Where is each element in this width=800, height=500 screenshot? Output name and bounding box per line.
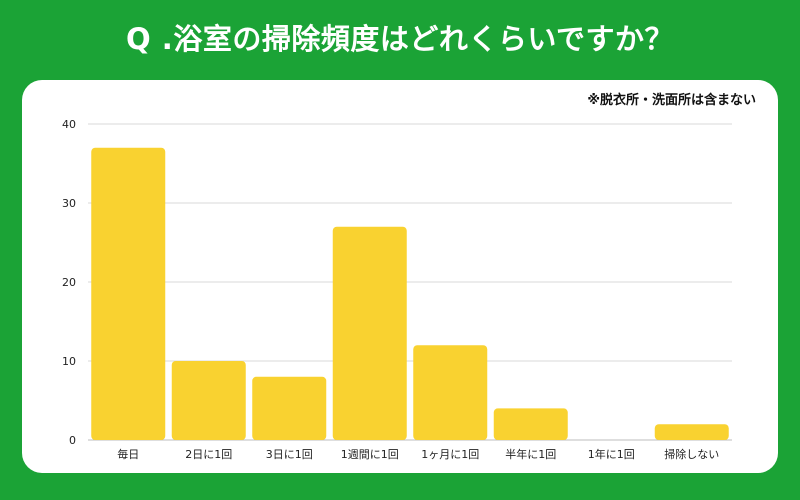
bar [171,361,246,440]
x-tick-label: 毎日 [117,448,139,461]
gridlines [88,123,732,441]
bar [252,376,327,440]
y-tick-label: 10 [62,355,76,368]
chart-note: ※脱衣所・洗面所は含まない [587,93,756,108]
bar-chart: 0 10 20 30 40 毎日 2日に1回 3日に1回 1週間に1回 1ヶ月に1回 半年に1回 1… [62,118,732,461]
y-tick-labels: 0 10 20 30 40 [62,118,76,447]
page-title: Q .浴室の掃除頻度はどれくらいですか？ [126,22,674,56]
y-tick-label: 0 [69,434,76,447]
x-tick-label: 3日に1回 [266,448,313,461]
bar [413,345,488,440]
y-tick-label: 30 [62,197,76,210]
bar [332,226,407,440]
y-tick-label: 40 [62,118,76,131]
x-tick-label: 1年に1回 [588,447,635,461]
x-tick-label: 2日に1回 [185,448,232,461]
y-tick-label: 20 [62,276,76,289]
bar [654,424,729,440]
bars [91,147,729,440]
x-tick-label: 掃除しない [664,447,719,461]
bar [91,147,166,440]
chart-panel: ※脱衣所・洗面所は含まない 0 10 20 30 40 毎日 2日に1回 3日に1回 1週間に… [22,80,778,473]
bar [493,408,568,440]
x-tick-label: 1週間に1回 [341,448,399,461]
x-tick-label: 半年に1回 [505,447,556,461]
x-tick-label: 1ヶ月に1回 [421,448,479,461]
x-tick-labels: 毎日 2日に1回 3日に1回 1週間に1回 1ヶ月に1回 半年に1回 1年に1回 掃除しない [117,447,719,461]
